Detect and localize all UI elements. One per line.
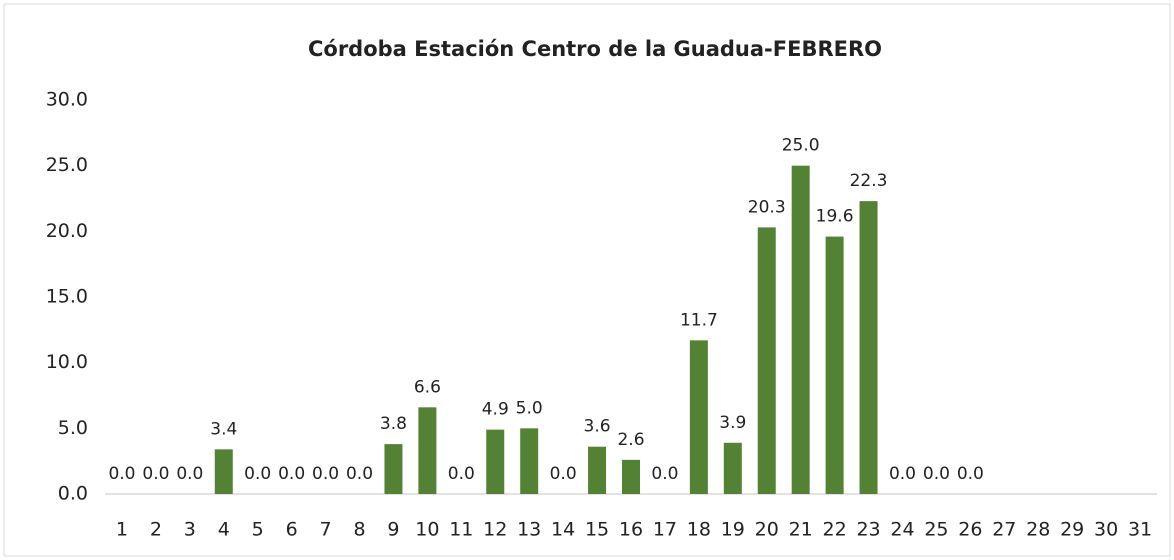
data-label: 22.3 xyxy=(850,171,888,191)
data-label: 3.9 xyxy=(719,413,746,433)
bar xyxy=(418,407,437,494)
x-tick-label: 7 xyxy=(320,519,332,541)
x-tick-label: 2 xyxy=(150,519,162,541)
y-tick-label: 30.0 xyxy=(46,89,88,111)
x-tick-label: 14 xyxy=(551,519,575,541)
data-label: 0.0 xyxy=(142,464,169,484)
bar xyxy=(384,444,403,494)
data-label: 0.0 xyxy=(889,464,916,484)
data-label: 0.0 xyxy=(176,464,203,484)
bar xyxy=(214,449,233,494)
data-label: 0.0 xyxy=(108,464,135,484)
bar xyxy=(723,442,742,494)
data-label: 6.6 xyxy=(414,377,441,397)
x-tick-label: 18 xyxy=(687,519,711,541)
data-label: 20.3 xyxy=(748,197,786,217)
x-tick-label: 27 xyxy=(992,519,1016,541)
bar xyxy=(791,165,810,494)
data-label: 0.0 xyxy=(923,464,950,484)
data-label: 19.6 xyxy=(816,207,854,227)
bar xyxy=(520,428,539,494)
x-tick-label: 26 xyxy=(958,519,982,541)
data-label: 0.0 xyxy=(244,464,271,484)
chart-title: Córdoba Estación Centro de la Guadua-FEB… xyxy=(308,37,882,61)
data-label: 0.0 xyxy=(651,464,678,484)
x-tick-label: 12 xyxy=(483,519,507,541)
data-label: 3.6 xyxy=(584,417,611,437)
bar xyxy=(689,340,708,494)
data-label: 2.6 xyxy=(617,430,644,450)
data-label: 0.0 xyxy=(278,464,305,484)
x-tick-label: 25 xyxy=(924,519,948,541)
data-label: 0.0 xyxy=(312,464,339,484)
y-tick-label: 0.0 xyxy=(58,483,88,505)
x-tick-label: 31 xyxy=(1128,519,1152,541)
data-label: 3.8 xyxy=(380,414,407,434)
data-label: 0.0 xyxy=(448,464,475,484)
x-tick-label: 21 xyxy=(789,519,813,541)
x-tick-label: 29 xyxy=(1060,519,1084,541)
x-tick-label: 1 xyxy=(116,519,128,541)
data-label: 0.0 xyxy=(550,464,577,484)
x-tick-label: 4 xyxy=(218,519,230,541)
y-tick-label: 20.0 xyxy=(46,220,88,242)
y-tick-label: 15.0 xyxy=(46,286,88,308)
x-tick-label: 17 xyxy=(653,519,677,541)
bar xyxy=(622,459,640,494)
data-label: 3.4 xyxy=(210,419,237,439)
x-tick-label: 3 xyxy=(184,519,196,541)
bar xyxy=(757,227,776,495)
x-tick-label: 5 xyxy=(252,519,264,541)
x-tick-label: 8 xyxy=(353,519,365,541)
y-tick-label: 25.0 xyxy=(46,154,88,176)
x-tick-label: 9 xyxy=(387,519,399,541)
chart-frame xyxy=(3,3,1171,557)
data-label: 4.9 xyxy=(482,400,509,420)
x-tick-label: 23 xyxy=(856,519,880,541)
x-tick-label: 16 xyxy=(619,519,643,541)
y-tick-label: 10.0 xyxy=(46,351,88,373)
x-tick-label: 22 xyxy=(823,519,847,541)
data-label: 11.7 xyxy=(680,310,718,330)
data-label: 0.0 xyxy=(957,464,984,484)
bar xyxy=(588,446,607,494)
y-tick-label: 5.0 xyxy=(58,417,88,439)
data-label: 0.0 xyxy=(346,464,373,484)
x-tick-label: 28 xyxy=(1026,519,1050,541)
bar xyxy=(486,429,505,494)
bar xyxy=(825,236,844,494)
bar xyxy=(859,201,878,495)
data-label: 5.0 xyxy=(516,398,543,418)
x-tick-label: 30 xyxy=(1094,519,1118,541)
data-label: 25.0 xyxy=(782,136,820,156)
x-tick-label: 11 xyxy=(449,519,473,541)
x-tick-label: 10 xyxy=(415,519,439,541)
x-tick-label: 15 xyxy=(585,519,609,541)
x-tick-label: 6 xyxy=(286,519,298,541)
x-tick-label: 19 xyxy=(721,519,745,541)
x-tick-label: 13 xyxy=(517,519,541,541)
x-tick-label: 20 xyxy=(755,519,779,541)
x-tick-label: 24 xyxy=(890,519,914,541)
